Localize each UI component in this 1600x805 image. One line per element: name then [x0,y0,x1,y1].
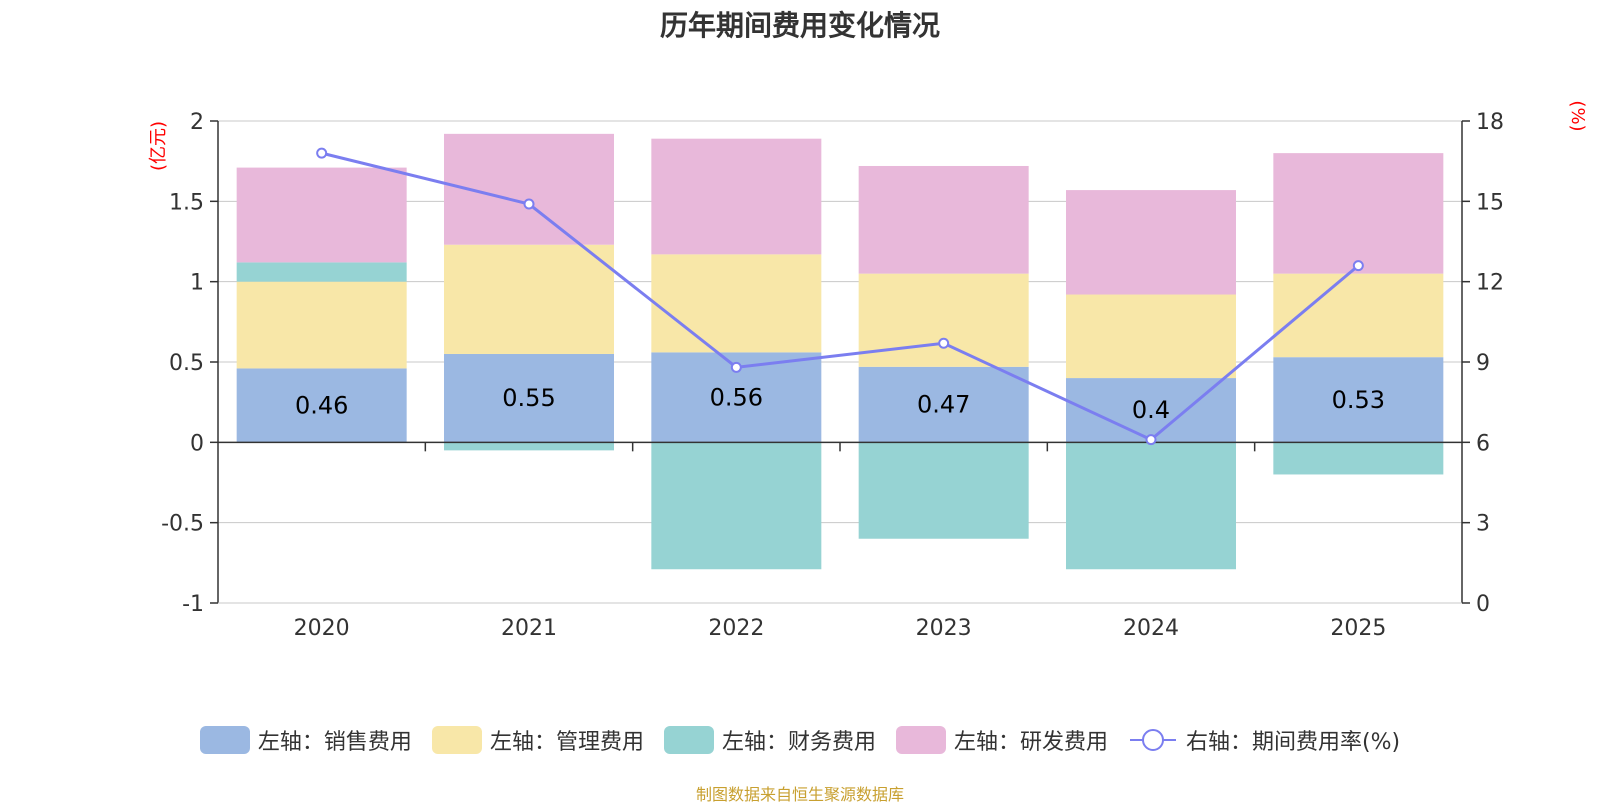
bar-admin [1273,273,1444,358]
left-axis-unit: (亿元) [148,121,169,171]
bar-admin [1066,294,1236,379]
legend-swatch-rd [895,726,946,754]
legend-item-rate[interactable]: 右轴：期间费用率(%) [1128,724,1400,756]
left-axis-tick-label: 1 [190,271,204,296]
bar-rd [1066,190,1236,295]
bar-admin [444,244,614,354]
right-axis-tick-label: 0 [1476,592,1490,617]
bar-sales [1066,378,1236,443]
bar-admin [236,281,407,369]
legend-item-admin[interactable]: 左轴：管理费用 [431,724,644,756]
right-axis-tick-label: 18 [1476,110,1504,135]
left-axis-tick-label: 0.5 [169,351,204,376]
right-axis-tick-label: 3 [1476,512,1490,537]
left-axis-tick-label: -0.5 [161,512,204,537]
right-axis-unit: (%) [1567,100,1588,131]
left-axis-tick-label: 0 [190,431,204,456]
x-axis-tick-label: 2022 [708,616,764,641]
source-note: 制图数据来自恒生聚源数据库 [695,785,904,804]
right-axis-tick-label: 6 [1476,431,1490,456]
legend-item-finance[interactable]: 左轴：财务费用 [663,724,876,756]
x-axis-tick-label: 2023 [916,616,972,641]
rate-point [730,361,742,373]
bar-rd [858,165,1029,274]
x-axis-tick-label: 2025 [1330,616,1386,641]
bar-finance [651,442,822,570]
left-axis-tick-label: 1.5 [169,190,204,215]
right-axis-tick-label: 15 [1476,190,1504,215]
legend-label-admin: 左轴：管理费用 [489,730,644,755]
bar-finance [236,262,407,282]
x-axis-tick-label: 2020 [294,616,350,641]
legend-label-finance: 左轴：财务费用 [721,730,876,755]
rate-point [1145,434,1157,446]
right-axis-tick-label: 9 [1476,351,1490,376]
rate-line [321,151,1360,442]
legend-swatch-admin [431,726,482,754]
bar-data-label: 0.4 [1132,396,1170,424]
rate-point [1352,260,1364,272]
bar-finance [1273,442,1444,475]
rate-point [523,198,535,210]
bar-finance [444,442,614,451]
right-axis-tick-label: 12 [1476,271,1504,296]
left-axis-tick-label: -1 [182,592,204,617]
bar-rd [651,138,822,255]
x-axis-tick-label: 2021 [501,616,557,641]
legend: 左轴：销售费用 左轴：管理费用 左轴：财务费用 左轴：研发费用 右轴：期间费用率… [0,722,1600,758]
bar-data-label: 0.47 [917,391,970,419]
bar-sales [1273,357,1444,443]
bar-finance [858,442,1029,539]
legend-label-rate: 右轴：期间费用率(%) [1185,730,1401,755]
bar-data-label: 0.55 [502,384,555,412]
legend-swatch-sales [199,726,250,754]
bar-admin [858,273,1029,367]
rate-point [316,147,328,159]
bar-rd [1273,153,1444,274]
bar-sales [858,366,1029,443]
bar-data-label: 0.56 [710,383,763,411]
legend-label-rd: 左轴：研发费用 [953,730,1108,755]
bar-data-label: 0.46 [295,391,348,419]
bar-data-label: 0.53 [1332,386,1385,414]
bar-sales [236,368,407,443]
x-axis-tick-label: 2024 [1123,616,1179,641]
legend-item-rd[interactable]: 左轴：研发费用 [895,724,1108,756]
bar-sales [444,353,614,443]
left-axis-tick-label: 2 [190,110,204,135]
rate-point [938,337,950,349]
bar-rd [236,167,407,263]
bar-finance [1066,442,1236,570]
legend-swatch-finance [663,726,714,754]
legend-line-icon [1129,729,1176,751]
legend-label-sales: 左轴：销售费用 [257,730,412,755]
bar-admin [651,254,822,353]
chart-title: 历年期间费用变化情况 [659,9,940,42]
legend-item-sales[interactable]: 左轴：销售费用 [199,724,412,756]
